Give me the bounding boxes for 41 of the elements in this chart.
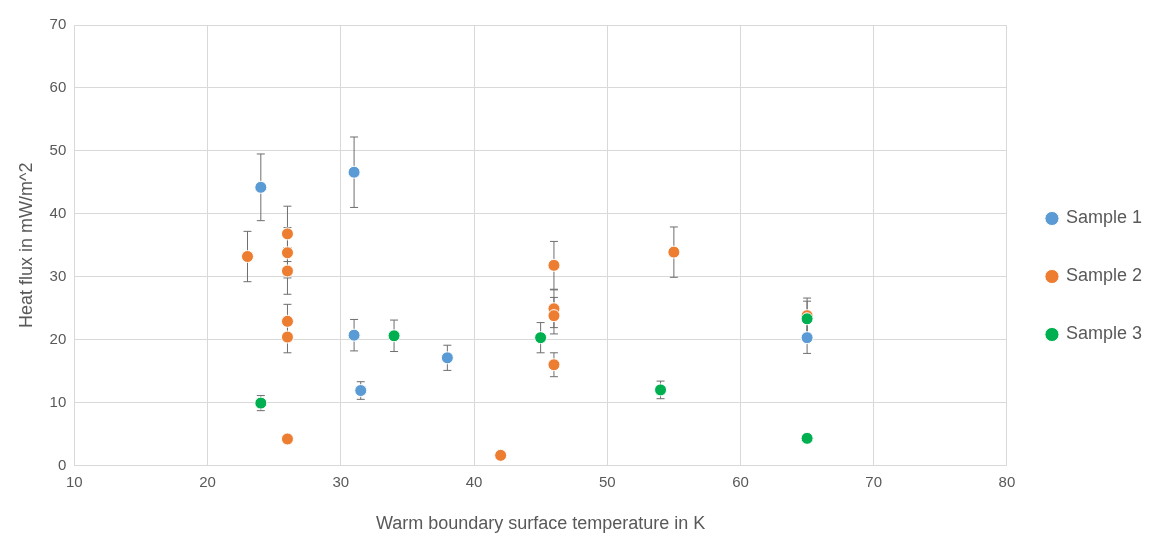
point: [547, 358, 561, 372]
x-tick-label: 10: [65, 472, 83, 490]
point: [667, 245, 681, 259]
point: [241, 250, 254, 264]
point: [280, 432, 294, 446]
point: [547, 309, 561, 323]
point: [280, 314, 294, 328]
y-tick-label: 10: [49, 392, 67, 410]
x-axis-title: Warm boundary surface temperature in K: [375, 513, 706, 534]
point: [347, 165, 361, 179]
point: [280, 330, 294, 344]
point: [280, 264, 294, 278]
point: [440, 351, 454, 365]
point: [800, 331, 814, 345]
x-tick-label: 20: [199, 472, 216, 490]
y-tick-label: 50: [49, 140, 67, 158]
y-tick-label: 20: [49, 329, 67, 347]
y-axis-title: Heat flux in mW/m^2: [15, 162, 36, 328]
x-tick-label: 70: [865, 472, 883, 490]
y-tick-label: 0: [57, 455, 67, 473]
x-tick-label: 40: [465, 472, 483, 490]
legend-label: Sample 1: [1065, 207, 1142, 228]
point: [494, 448, 508, 462]
x-tick-label: 30: [332, 472, 350, 490]
point: [547, 258, 561, 272]
point: [387, 329, 401, 343]
legend-label: Sample 3: [1065, 323, 1142, 344]
y-tick-label: 60: [49, 78, 67, 96]
point: [800, 431, 814, 445]
x-tick-label: 60: [732, 472, 749, 490]
x-tick-label: 80: [998, 472, 1016, 490]
y-tick-label: 70: [49, 15, 67, 33]
y-tick-label: 40: [49, 203, 67, 221]
point: [280, 227, 294, 241]
point: [280, 246, 294, 260]
point: [254, 180, 268, 194]
point: [534, 331, 548, 345]
legend-label: Sample 2: [1065, 265, 1142, 286]
x-tick-label: 50: [598, 472, 616, 490]
y-tick-label: 30: [49, 266, 67, 284]
point: [347, 328, 361, 342]
